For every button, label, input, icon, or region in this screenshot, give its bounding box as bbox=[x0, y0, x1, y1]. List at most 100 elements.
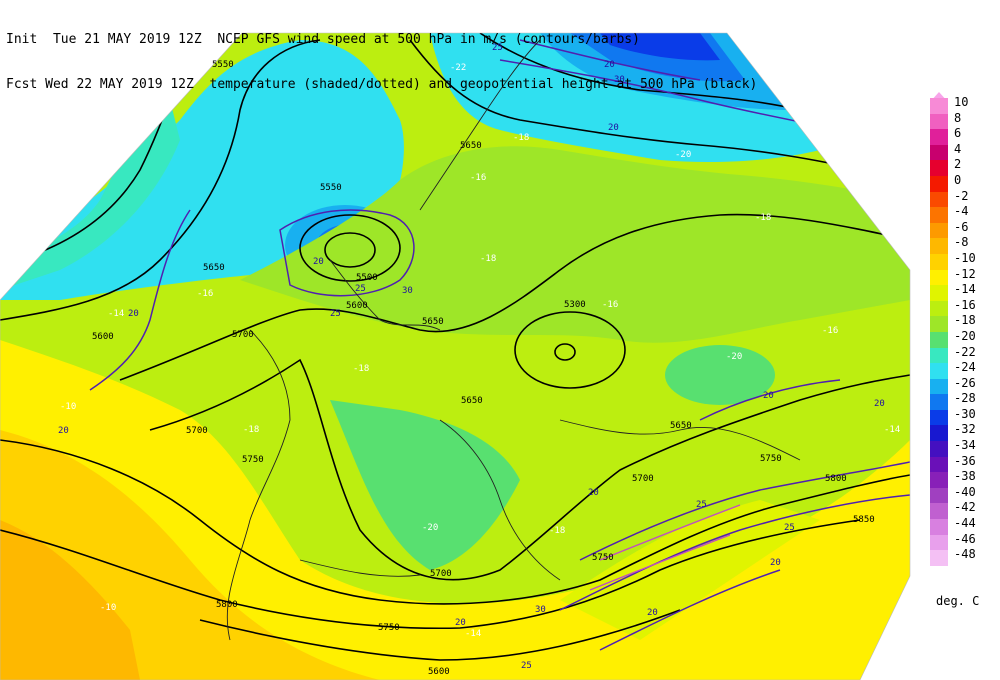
colorbar-level: -6 bbox=[930, 220, 990, 239]
colorbar-swatch bbox=[930, 113, 948, 130]
wind-label: 25 bbox=[784, 523, 795, 533]
header-init-line: Init Tue 21 MAY 2019 12Z NCEP GFS wind s… bbox=[6, 32, 640, 47]
colorbar-label: 8 bbox=[954, 110, 962, 125]
colorbar-level: -26 bbox=[930, 376, 990, 395]
colorbar-swatch bbox=[930, 129, 948, 145]
temperature-label: -20 bbox=[675, 150, 691, 160]
temperature-label: -16 bbox=[602, 300, 618, 310]
colorbar-label: -42 bbox=[954, 500, 976, 515]
colorbar-level: 2 bbox=[930, 157, 990, 176]
colorbar-swatch bbox=[930, 285, 948, 301]
temperature-label: -18 bbox=[480, 254, 496, 264]
wind-label: 20 bbox=[313, 257, 324, 267]
map-frame bbox=[0, 32, 911, 680]
colorbar-level: 6 bbox=[930, 126, 990, 145]
colorbar-label: -8 bbox=[954, 235, 969, 250]
colorbar-label: -14 bbox=[954, 282, 976, 297]
colorbar-level: -18 bbox=[930, 313, 990, 332]
colorbar-level: -40 bbox=[930, 484, 990, 504]
colorbar-swatch bbox=[930, 378, 948, 395]
colorbar-level: -22 bbox=[930, 344, 990, 364]
colorbar-swatch bbox=[930, 300, 948, 317]
height-label: 5650 bbox=[203, 263, 225, 273]
colorbar-level: 8 bbox=[930, 110, 990, 130]
height-label: 5800 bbox=[825, 474, 847, 484]
colorbar-swatch bbox=[930, 425, 948, 442]
colorbar-swatch bbox=[930, 394, 948, 410]
colorbar-level: -30 bbox=[930, 407, 990, 426]
colorbar-level: -16 bbox=[930, 297, 990, 317]
colorbar-level: -14 bbox=[930, 282, 990, 301]
colorbar-swatch bbox=[930, 191, 948, 208]
height-label: 5500 bbox=[356, 273, 378, 283]
colorbar-level: -42 bbox=[930, 500, 990, 520]
temperature-label: -18 bbox=[755, 213, 771, 223]
colorbar-level: -46 bbox=[930, 531, 990, 551]
height-label: 5650 bbox=[670, 421, 692, 431]
wind-label: 25 bbox=[330, 309, 341, 319]
colorbar-units: deg. C bbox=[936, 594, 980, 608]
height-label: 5550 bbox=[212, 60, 234, 70]
height-label: 5750 bbox=[242, 455, 264, 465]
colorbar-label: -2 bbox=[954, 188, 969, 203]
colorbar-level: -12 bbox=[930, 267, 990, 286]
colorbar-level: -24 bbox=[930, 360, 990, 379]
header-forecast-line: Fcst Wed 22 MAY 2019 12Z temperature (sh… bbox=[6, 77, 758, 92]
colorbar-swatch bbox=[930, 144, 948, 161]
colorbar-swatch bbox=[930, 550, 948, 566]
colorbar-swatch bbox=[930, 456, 948, 473]
wind-label: 20 bbox=[128, 309, 139, 319]
colorbar-level: -32 bbox=[930, 422, 990, 442]
wind-label: 20 bbox=[763, 391, 774, 401]
colorbar-label: -40 bbox=[954, 484, 976, 499]
colorbar: 10 8 6 4 2 0 -2 -4 -6 -8 -10 -12 -14 -16 -18 -20 -22 -24-… bbox=[930, 95, 990, 566]
colorbar-swatch bbox=[930, 347, 948, 364]
height-label: 5750 bbox=[760, 454, 782, 464]
wind-labels: 25 20 30 20 20 20 25 20 25 25 20 20 25 3… bbox=[58, 43, 885, 671]
colorbar-level: -44 bbox=[930, 516, 990, 535]
colorbar-label: -34 bbox=[954, 438, 976, 453]
colorbar-swatch bbox=[930, 487, 948, 504]
colorbar-swatch bbox=[930, 207, 948, 223]
temperature-region-minus18 bbox=[240, 146, 910, 343]
colorbar-level: -36 bbox=[930, 454, 990, 473]
temperature-region-minus8 bbox=[0, 520, 140, 680]
temperature-label: -14 bbox=[884, 425, 900, 435]
wind-contours-strong bbox=[589, 504, 741, 591]
temperature-label: -18 bbox=[243, 425, 259, 435]
height-label: 5750 bbox=[592, 553, 614, 563]
colorbar-swatch bbox=[930, 503, 948, 520]
wind-label: 20 bbox=[588, 488, 599, 498]
height-label: 5750 bbox=[378, 623, 400, 633]
wind-label: 20 bbox=[647, 608, 658, 618]
colorbar-swatch bbox=[930, 409, 948, 426]
map-header: Init Tue 21 MAY 2019 12Z NCEP GFS wind s… bbox=[6, 2, 757, 107]
wind-label: 30 bbox=[614, 75, 625, 85]
height-label: 5300 bbox=[564, 300, 586, 310]
height-label: 5650 bbox=[461, 396, 483, 406]
temperature-label: -14 bbox=[465, 629, 481, 639]
temperature-label: -22 bbox=[450, 63, 466, 73]
colorbar-label: -46 bbox=[954, 531, 976, 546]
colorbar-label: 4 bbox=[954, 141, 962, 156]
colorbar-label: -22 bbox=[954, 344, 976, 359]
height-label: 5650 bbox=[422, 317, 444, 327]
colorbar-label: 0 bbox=[954, 172, 962, 187]
colorbar-swatch bbox=[930, 160, 948, 176]
temperature-region-minus14-south bbox=[560, 500, 820, 640]
wind-label: 20 bbox=[455, 618, 466, 628]
height-label: 5600 bbox=[428, 667, 450, 677]
colorbar-label: -44 bbox=[954, 516, 976, 531]
colorbar-label: -28 bbox=[954, 391, 976, 406]
wind-label: 20 bbox=[58, 426, 69, 436]
colorbar-level: -38 bbox=[930, 469, 990, 488]
wind-label: 25 bbox=[355, 284, 366, 294]
colorbar-swatch bbox=[930, 331, 948, 348]
colorbar-level: -20 bbox=[930, 329, 990, 348]
colorbar-swatch bbox=[930, 98, 948, 114]
temperature-label: -18 bbox=[513, 133, 529, 143]
colorbar-label: -24 bbox=[954, 360, 976, 375]
colorbar-label: -16 bbox=[954, 297, 976, 312]
colorbar-swatch bbox=[930, 472, 948, 488]
